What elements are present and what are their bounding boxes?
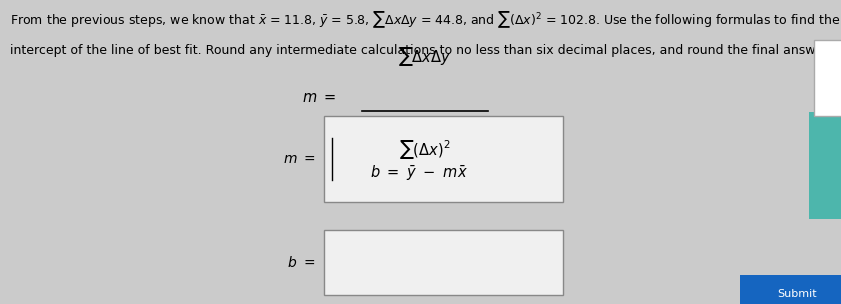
Text: $m\ =$: $m\ =$ (283, 152, 315, 166)
FancyBboxPatch shape (324, 230, 563, 295)
FancyBboxPatch shape (814, 40, 841, 116)
Text: From the previous steps, we know that $\bar{x}$ = 11.8, $\bar{y}$ = 5.8, $\sum \: From the previous steps, we know that $\… (10, 9, 841, 30)
Text: $m\ =$: $m\ =$ (302, 90, 336, 105)
Text: $b\ =$: $b\ =$ (288, 255, 315, 270)
Text: Submit: Submit (777, 289, 817, 299)
Text: $b\ =\ \bar{y}\ -\ m\bar{x}$: $b\ =\ \bar{y}\ -\ m\bar{x}$ (370, 164, 468, 183)
FancyBboxPatch shape (740, 275, 841, 304)
FancyBboxPatch shape (324, 116, 563, 202)
Text: $\sum (\Delta x)^2$: $\sum (\Delta x)^2$ (399, 138, 451, 161)
Text: $\sum \Delta x \Delta y$: $\sum \Delta x \Delta y$ (398, 45, 452, 68)
Text: intercept of the line of best fit. Round any intermediate calculations to no les: intercept of the line of best fit. Round… (10, 44, 841, 57)
FancyBboxPatch shape (809, 112, 841, 219)
